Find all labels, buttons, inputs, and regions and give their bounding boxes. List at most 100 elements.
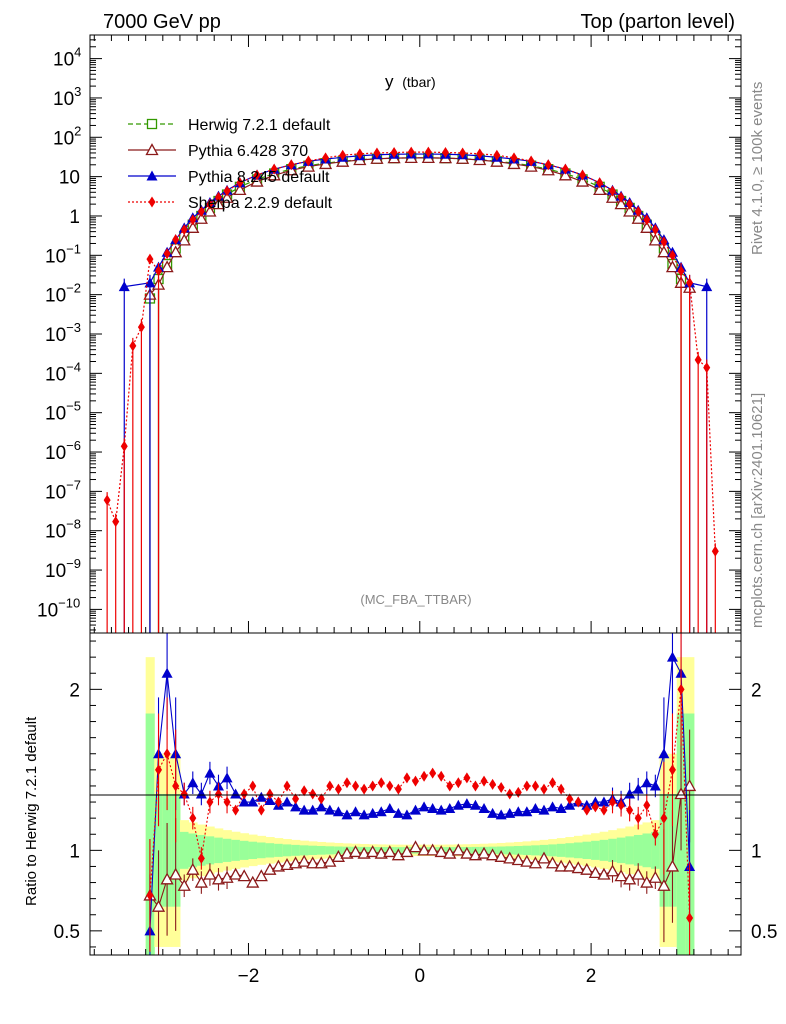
- ratio-band-green: [651, 831, 661, 869]
- ratio-point: [418, 801, 430, 812]
- ratio-band-green: [573, 842, 584, 859]
- ratio-point: [283, 780, 291, 792]
- ratio-point: [309, 788, 317, 800]
- ratio-point: [271, 859, 286, 872]
- data-point: [186, 220, 200, 233]
- ratio-point: [566, 793, 574, 805]
- ratio-band-green: [531, 845, 541, 856]
- data-point: [665, 260, 680, 273]
- ratio-point: [634, 812, 642, 824]
- ratio-point: [480, 775, 488, 787]
- ratio-point: [429, 767, 437, 779]
- data-point: [593, 183, 607, 196]
- ratio-point: [317, 793, 325, 805]
- ratio-point: [240, 788, 248, 800]
- ratio-band-green: [539, 844, 549, 856]
- data-point: [631, 211, 645, 224]
- ratio-point: [297, 854, 311, 867]
- data-point: [623, 204, 637, 217]
- ratio-point: [461, 798, 473, 809]
- legend-label: Sherpa 2.2.9 default: [188, 195, 333, 212]
- tick-mantissa: 10: [53, 128, 74, 149]
- ratio-point: [674, 787, 688, 800]
- tick-mantissa: 1: [69, 207, 80, 228]
- tick-mantissa: 10: [45, 325, 66, 346]
- ratio-point: [504, 807, 516, 818]
- ratio-band-green: [231, 839, 241, 861]
- ratio-point: [631, 867, 645, 880]
- ratio-point: [641, 777, 653, 788]
- data-point: [112, 516, 120, 528]
- ratio-point: [223, 796, 231, 808]
- main-y-tick-label: 10−5: [45, 399, 81, 425]
- main-y-tick-label: 104: [53, 45, 81, 71]
- ratio-point: [366, 845, 380, 858]
- ratio-point: [446, 780, 454, 792]
- legend-entry: Pythia 6.428 370: [128, 143, 308, 160]
- ratio-band-green: [608, 838, 618, 862]
- tick-exponent: 3: [74, 84, 81, 99]
- ratio-point: [523, 780, 531, 792]
- ratio-point: [427, 802, 439, 813]
- ratio-point: [521, 806, 533, 817]
- ratio-point: [426, 843, 440, 856]
- data-point: [103, 494, 111, 506]
- data-point: [206, 198, 214, 210]
- tick-mantissa: 10: [45, 364, 66, 385]
- ratio-point: [163, 748, 171, 760]
- ratio-band-green: [514, 846, 524, 855]
- data-point: [129, 340, 137, 352]
- tick-mantissa: 10: [45, 522, 66, 543]
- analysis-watermark: (MC_FBA_TTBAR): [360, 592, 471, 607]
- data-point: [634, 205, 642, 217]
- main-y-tick-label: 10−10: [37, 595, 80, 621]
- ratio-band-green: [522, 845, 532, 856]
- ratio-point: [538, 804, 550, 815]
- ratio-point: [557, 783, 565, 795]
- ratio-point: [211, 872, 226, 885]
- ratio-point: [334, 783, 342, 795]
- series-2: [143, 151, 697, 633]
- header-right: Top (parton level): [580, 11, 735, 33]
- data-point: [120, 440, 128, 452]
- ratio-point: [514, 786, 522, 798]
- ratio-point: [549, 777, 557, 789]
- main-y-tick-label: 10−6: [45, 438, 81, 464]
- ratio-point: [506, 788, 514, 800]
- header-left: 7000 GeV pp: [103, 11, 221, 33]
- ratio-point: [668, 764, 676, 776]
- data-point: [390, 147, 398, 159]
- ratio-band-green: [642, 833, 652, 868]
- data-point: [356, 148, 364, 160]
- ratio-point: [367, 807, 379, 818]
- legend-label: Pythia 8.245 default: [188, 169, 330, 186]
- data-point: [459, 147, 467, 159]
- ratio-point: [392, 807, 404, 818]
- ratio-point: [512, 806, 524, 817]
- main-y-tick-label: 102: [53, 123, 81, 149]
- main-y-tick-labels: 10410310210110−110−210−310−410−510−610−7…: [37, 45, 81, 622]
- ratio-point: [172, 780, 180, 792]
- ratio-point: [660, 812, 668, 824]
- data-point: [544, 159, 552, 171]
- data-point: [648, 233, 662, 246]
- side-label-mcplots: mcplots.cern.ch [arXiv:2401.10621]: [749, 393, 766, 628]
- legend-label: Pythia 6.428 370: [188, 143, 308, 160]
- data-point: [180, 224, 188, 236]
- ratio-point: [495, 809, 507, 820]
- data-point: [510, 152, 518, 164]
- main-y-tick-label: 10: [59, 168, 80, 189]
- ratio-point: [206, 796, 214, 808]
- ratio-point: [288, 856, 303, 869]
- ratio-point: [597, 867, 611, 880]
- main-y-tick-label: 1: [69, 207, 80, 228]
- data-point: [657, 245, 671, 258]
- ratio-point: [383, 845, 397, 858]
- ratio-point: [298, 804, 310, 815]
- data-point: [203, 204, 217, 217]
- legend: Herwig 7.2.1 default Pythia 6.428 370 Pyth…: [128, 117, 333, 212]
- data-point: [609, 185, 617, 197]
- data-point: [250, 174, 264, 187]
- data-point: [640, 220, 654, 233]
- data-point: [197, 205, 205, 217]
